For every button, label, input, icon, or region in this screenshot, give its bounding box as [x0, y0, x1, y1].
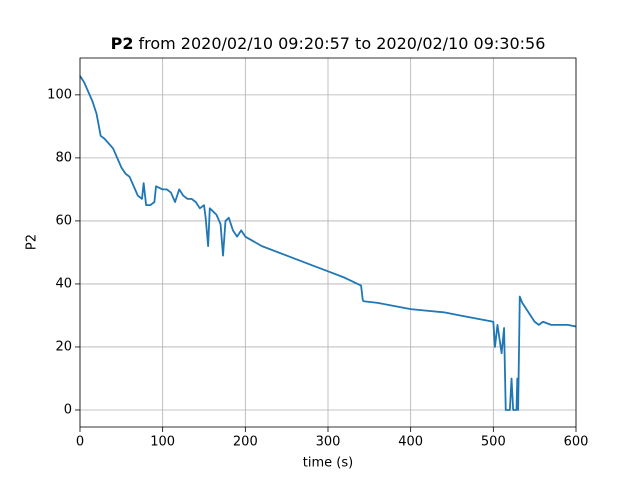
y-tick-label: 0 — [64, 402, 72, 417]
y-tick-label: 60 — [55, 213, 72, 228]
plot-frame — [79, 57, 577, 428]
x-tick-label: 0 — [76, 435, 84, 450]
x-tick-label: 100 — [150, 435, 175, 450]
x-tick-label: 600 — [564, 435, 589, 450]
x-tick-label: 500 — [481, 435, 506, 450]
y-tick-label: 20 — [55, 339, 72, 354]
y-tick-label: 100 — [47, 87, 72, 102]
x-axis-label: time (s) — [303, 456, 353, 471]
y-tick-label: 80 — [55, 150, 72, 165]
y-axis-label: P2 — [25, 234, 40, 250]
data-line — [79, 75, 577, 411]
x-tick-label: 400 — [398, 435, 423, 450]
x-tick-label: 300 — [316, 435, 341, 450]
y-tick-label: 40 — [55, 276, 72, 291]
x-tick-label: 200 — [233, 435, 258, 450]
chart-title: P2 from 2020/02/10 09:20:57 to 2020/02/10… — [111, 34, 546, 53]
title-bold: P2 — [111, 34, 134, 53]
title-rest: from 2020/02/10 09:20:57 to 2020/02/10 0… — [138, 34, 545, 53]
